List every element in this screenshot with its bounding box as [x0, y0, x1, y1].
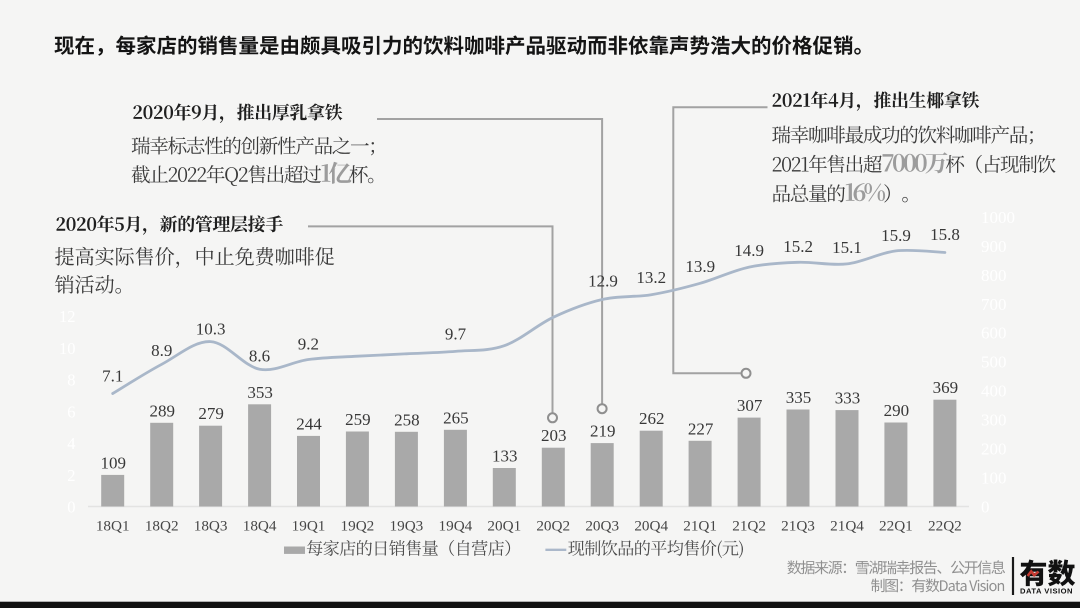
svg-text:15.2: 15.2 — [783, 237, 813, 256]
svg-text:109: 109 — [100, 453, 126, 472]
svg-text:333: 333 — [835, 389, 861, 408]
svg-text:0: 0 — [981, 497, 990, 516]
svg-text:203: 203 — [541, 426, 567, 445]
svg-text:19Q1: 19Q1 — [292, 518, 326, 535]
svg-text:219: 219 — [590, 422, 616, 441]
svg-text:13.2: 13.2 — [636, 268, 666, 287]
svg-text:258: 258 — [394, 410, 420, 429]
svg-text:0: 0 — [67, 498, 75, 517]
svg-text:400: 400 — [981, 382, 1007, 401]
svg-text:307: 307 — [737, 396, 763, 415]
svg-text:21Q4: 21Q4 — [830, 518, 864, 535]
svg-text:14.9: 14.9 — [734, 241, 764, 260]
svg-text:19Q2: 19Q2 — [341, 518, 375, 535]
svg-text:289: 289 — [149, 401, 175, 420]
svg-text:227: 227 — [688, 419, 714, 438]
svg-text:8: 8 — [67, 371, 75, 390]
svg-text:12.9: 12.9 — [588, 272, 618, 291]
svg-text:700: 700 — [981, 295, 1007, 314]
svg-text:262: 262 — [639, 409, 665, 428]
svg-text:300: 300 — [981, 411, 1007, 430]
svg-text:279: 279 — [198, 404, 224, 423]
svg-text:133: 133 — [492, 447, 518, 466]
svg-text:2: 2 — [67, 466, 75, 485]
svg-text:6: 6 — [67, 402, 75, 421]
svg-text:8.6: 8.6 — [249, 347, 270, 366]
svg-text:DATA VISION: DATA VISION — [1020, 587, 1073, 596]
svg-text:19Q3: 19Q3 — [390, 518, 424, 535]
svg-text:15.9: 15.9 — [881, 226, 911, 245]
svg-text:15.1: 15.1 — [832, 238, 862, 257]
svg-text:12: 12 — [59, 307, 76, 326]
svg-text:265: 265 — [443, 408, 469, 427]
svg-text:900: 900 — [981, 237, 1007, 256]
svg-text:18Q4: 18Q4 — [243, 518, 277, 535]
svg-text:600: 600 — [981, 324, 1007, 343]
svg-text:369: 369 — [933, 378, 959, 397]
svg-text:290: 290 — [884, 401, 910, 420]
svg-text:22Q2: 22Q2 — [928, 518, 962, 535]
svg-text:7.1: 7.1 — [102, 367, 123, 386]
svg-text:21Q3: 21Q3 — [781, 518, 815, 535]
svg-text:244: 244 — [296, 414, 322, 433]
svg-text:9.2: 9.2 — [298, 335, 319, 354]
svg-text:1000: 1000 — [981, 208, 1015, 227]
svg-text:20Q2: 20Q2 — [536, 518, 570, 535]
svg-text:20Q4: 20Q4 — [634, 518, 668, 535]
svg-text:259: 259 — [345, 410, 371, 429]
svg-text:13.9: 13.9 — [685, 257, 715, 276]
svg-text:500: 500 — [981, 353, 1007, 372]
svg-text:20Q1: 20Q1 — [487, 518, 521, 535]
svg-text:19Q4: 19Q4 — [439, 518, 473, 535]
svg-text:15.8: 15.8 — [930, 225, 960, 244]
svg-text:20Q3: 20Q3 — [585, 518, 619, 535]
svg-text:8.9: 8.9 — [151, 341, 172, 360]
svg-text:21Q2: 21Q2 — [732, 518, 766, 535]
svg-text:10.3: 10.3 — [196, 320, 226, 339]
svg-text:335: 335 — [786, 388, 812, 407]
svg-text:18Q1: 18Q1 — [96, 518, 130, 535]
svg-text:353: 353 — [247, 383, 273, 402]
svg-text:10: 10 — [59, 339, 76, 358]
svg-text:18Q2: 18Q2 — [145, 518, 179, 535]
svg-text:21Q1: 21Q1 — [683, 518, 717, 535]
svg-text:800: 800 — [981, 266, 1007, 285]
svg-text:4: 4 — [67, 434, 75, 453]
svg-text:22Q1: 22Q1 — [879, 518, 913, 535]
svg-text:18Q3: 18Q3 — [194, 518, 228, 535]
svg-text:200: 200 — [981, 440, 1007, 459]
svg-text:100: 100 — [981, 468, 1007, 487]
svg-text:9.7: 9.7 — [445, 325, 467, 344]
